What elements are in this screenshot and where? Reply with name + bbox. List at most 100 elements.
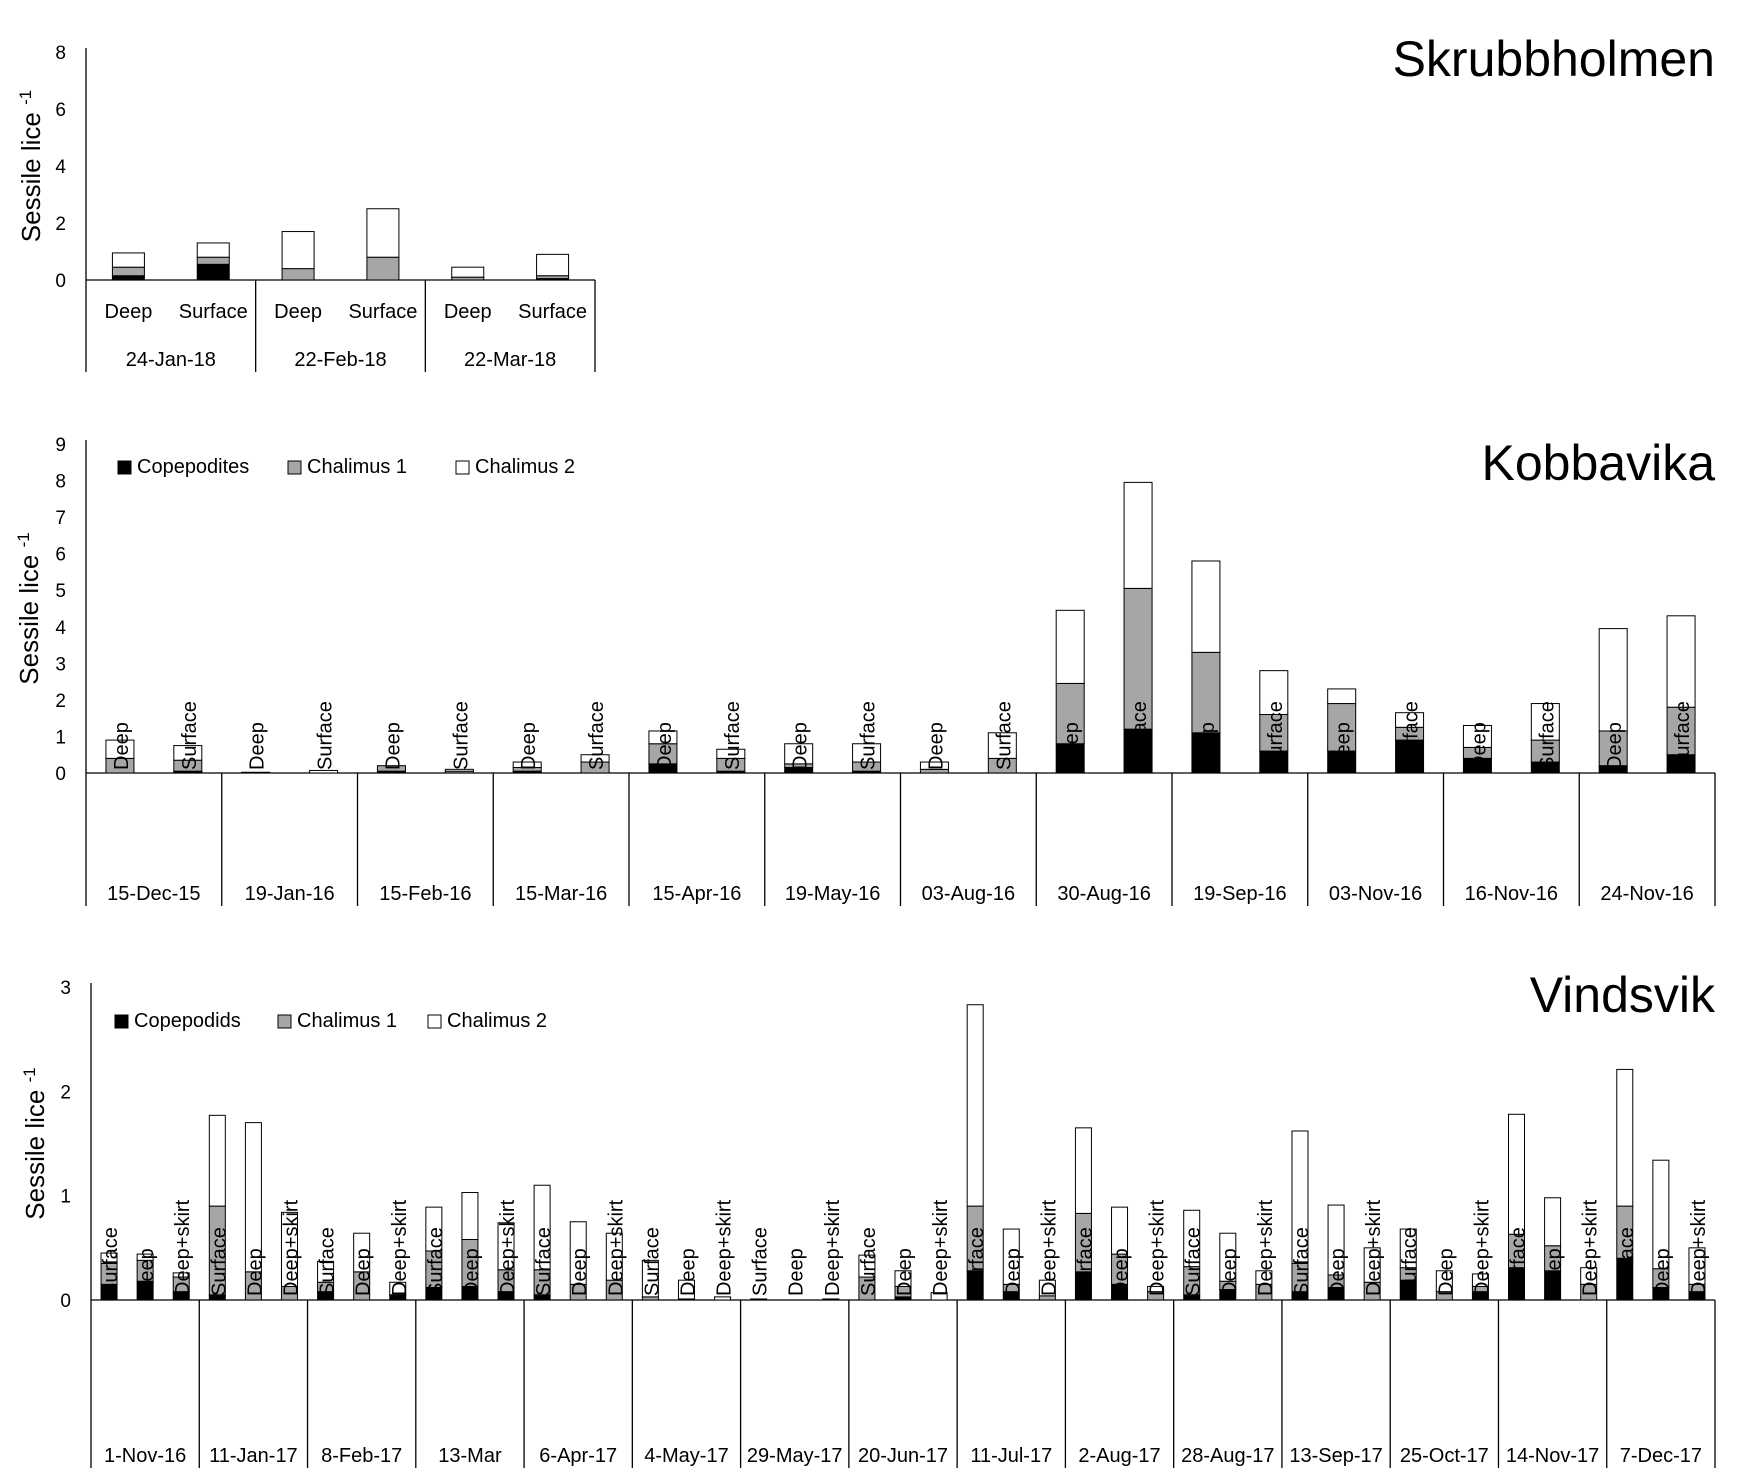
bar-chalimus-1 <box>111 266 145 277</box>
panel-kobbavika: Kobbavika Sessile lice -1 0 1 2 3 4 5 6 7 8 9 15-Dec… <box>14 435 1716 906</box>
date-label: 22-Feb-18 <box>294 349 386 371</box>
y-tick-label: 5 <box>55 581 66 602</box>
bar-chalimus-2 <box>173 745 203 761</box>
category-label: Deep <box>925 722 947 770</box>
date-label: 30-Aug-16 <box>1057 883 1150 905</box>
y-axis-label: Sessile lice -1 <box>16 90 47 242</box>
bar-copepodites <box>111 275 145 281</box>
bar-chalimus-2 <box>100 1252 118 1264</box>
date-label: 8-Feb-17 <box>321 1445 402 1467</box>
bar-chalimus-2 <box>111 252 145 268</box>
date-label: 22-Mar-18 <box>464 349 556 371</box>
legend-swatch <box>117 460 132 475</box>
date-label: 25-Oct-17 <box>1400 1445 1489 1467</box>
bar-chalimus-2 <box>309 769 339 774</box>
category-label: Deep <box>136 1248 158 1296</box>
bar-chalimus-2 <box>987 732 1017 759</box>
bar-chalimus-2 <box>497 1222 515 1271</box>
category-label: Deep <box>105 301 153 323</box>
date-group: 1-Nov-16 Surface Deep Deep+skirt <box>90 1199 194 1468</box>
bar-chalimus-2 <box>196 242 230 258</box>
date-group: 22-Mar-18 Deep Surface <box>424 253 596 372</box>
y-axis-label: Sessile lice -1 <box>14 532 45 684</box>
legend-swatch <box>287 460 302 475</box>
category-label: Deep <box>1111 1248 1133 1296</box>
category-label: Deep+skirt <box>1255 1199 1277 1296</box>
date-label: 16-Nov-16 <box>1465 883 1558 905</box>
y-tick-label: 0 <box>55 764 66 785</box>
bar-chalimus-2 <box>784 743 814 765</box>
date-group: 15-Dec-15 Deep Surface <box>85 701 203 906</box>
date-label: 19-May-16 <box>785 883 881 905</box>
category-label: Deep <box>569 1248 591 1296</box>
date-label: 28-Aug-17 <box>1181 1445 1274 1467</box>
date-group: 25-Oct-17 Surface Deep Deep+skirt <box>1389 1199 1493 1468</box>
bar-chalimus-2 <box>1688 1247 1706 1285</box>
date-label: 14-Nov-17 <box>1506 1445 1599 1467</box>
date-group: 19-Jan-16 Deep Surface <box>221 701 339 906</box>
bar-chalimus-2 <box>930 1292 948 1301</box>
y-tick-label: 3 <box>55 654 66 675</box>
date-group: 11-Jul-17 Surface Deep Deep+skirt <box>956 1004 1060 1468</box>
category-label: Deep <box>1197 722 1219 770</box>
date-label: 03-Aug-16 <box>922 883 1015 905</box>
category-label: Surface <box>518 301 587 323</box>
bar-chalimus-2 <box>1508 1113 1526 1235</box>
category-label: Deep <box>1061 722 1083 770</box>
category-label: Surface <box>641 1227 663 1296</box>
legend: Copepodids Chalimus 1 Chalimus 2 <box>114 1010 547 1032</box>
bar-chalimus-2 <box>605 1232 623 1281</box>
category-label: Surface <box>208 1227 230 1296</box>
category-label: Deep <box>247 722 269 770</box>
category-label: Surface <box>1074 1227 1096 1296</box>
category-label: Surface <box>348 301 417 323</box>
bar-chalimus-2 <box>1652 1159 1670 1270</box>
legend-label: Chalimus 2 <box>447 1010 547 1032</box>
date-label: 24-Nov-16 <box>1600 883 1693 905</box>
panel-vindsvik: Vindsvik Sessile lice -1 0 1 2 3 1-Nov-16 Surfa… <box>20 967 1716 1468</box>
date-group: 03-Aug-16 Deep Surface <box>899 701 1017 906</box>
category-label: Surface <box>1399 1227 1421 1296</box>
category-label: Deep+skirt <box>930 1199 952 1296</box>
category-label: Surface <box>1508 1227 1530 1296</box>
y-tick-label: 6 <box>55 545 66 566</box>
bar-chalimus-2 <box>1191 560 1221 653</box>
bar-chalimus-2 <box>1255 1270 1273 1285</box>
bar-chalimus-2 <box>1471 1273 1489 1287</box>
bar-chalimus-2 <box>569 1221 587 1285</box>
date-label: 03-Nov-16 <box>1329 883 1422 905</box>
bar-chalimus-2 <box>136 1253 154 1261</box>
bar-chalimus-2 <box>1666 615 1696 708</box>
bar-chalimus-1 <box>281 268 315 281</box>
y-tick-label: 3 <box>60 978 71 999</box>
category-label: Surface <box>100 1227 122 1296</box>
category-label: Deep <box>790 722 812 770</box>
date-label: 2-Aug-17 <box>1078 1445 1160 1467</box>
category-label: Deep+skirt <box>1038 1199 1060 1296</box>
category-label: Deep <box>382 722 404 770</box>
bar-chalimus-2 <box>366 208 400 258</box>
category-label: Surface <box>1672 701 1694 770</box>
date-group: 22-Feb-18 Deep Surface <box>255 208 417 372</box>
bar-chalimus-2 <box>353 1232 371 1273</box>
bar-chalimus-2 <box>512 761 542 769</box>
bar-chalimus-2 <box>1055 609 1085 684</box>
y-tick-label: 2 <box>55 691 66 712</box>
category-label: Deep+skirt <box>1580 1199 1602 1296</box>
bar-chalimus-2 <box>648 730 678 745</box>
bar-chalimus-2 <box>1399 1228 1417 1269</box>
date-label: 15-Feb-16 <box>379 883 471 905</box>
date-group: 29-May-17 Surface Deep Deep+skirt <box>739 1199 844 1468</box>
bar-chalimus-1 <box>1191 651 1221 734</box>
bar-chalimus-1 <box>1259 714 1289 752</box>
category-label: Deep <box>1652 1248 1674 1296</box>
category-label: Deep <box>786 1248 808 1296</box>
date-label: 19-Jan-16 <box>245 883 335 905</box>
bar-copepodites <box>750 1298 768 1301</box>
bar-chalimus-1 <box>366 256 400 281</box>
bar-chalimus-2 <box>1038 1279 1056 1297</box>
category-label: Deep <box>894 1248 916 1296</box>
y-tick-label: 2 <box>55 214 66 235</box>
bar-chalimus-2 <box>677 1279 695 1300</box>
